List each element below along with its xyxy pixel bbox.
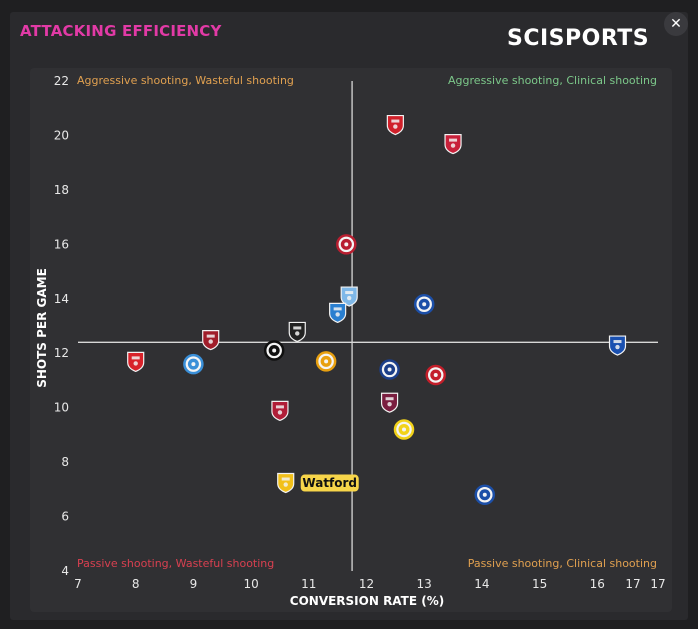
x-tick-label: 9: [190, 577, 198, 591]
x-tick-label: 16: [590, 577, 605, 591]
badge-stripe: [275, 405, 284, 409]
badge-stripe: [391, 119, 400, 123]
x-tick-label: 14: [474, 577, 489, 591]
badge-stripe: [449, 138, 458, 142]
badge-stripe: [293, 326, 302, 330]
team-badge: [413, 293, 435, 315]
quadrant-label-top-left: Aggressive shooting, Wasteful shooting: [77, 74, 294, 87]
team-badge: [393, 419, 415, 440]
badge-stripe: [131, 356, 140, 360]
highlight-label-bg: [300, 474, 359, 492]
team-badge: [183, 353, 204, 375]
badge-stripe: [281, 477, 290, 481]
highlight-label: Watford: [302, 476, 357, 490]
badge-dot: [433, 373, 438, 377]
badge-dot: [344, 242, 349, 247]
badge-emblem: [133, 361, 138, 366]
badge-emblem: [335, 312, 340, 317]
team-badge: [444, 134, 462, 155]
badge-dot: [482, 492, 487, 497]
chart-title: ATTACKING EFFICIENCY: [20, 22, 222, 40]
badge-emblem: [393, 124, 398, 129]
y-tick-label: 4: [61, 564, 69, 578]
badge-dot: [387, 367, 392, 372]
x-tick-label: 11: [301, 577, 316, 591]
team-badge: [608, 335, 627, 356]
team-badge-watford: Watford: [277, 472, 359, 494]
badge-emblem: [615, 344, 620, 350]
plot-area: [30, 68, 672, 612]
badge-stripe: [206, 334, 215, 338]
x-tick-label: 13: [417, 577, 432, 591]
team-badge: [288, 321, 306, 343]
team-badge: [263, 340, 285, 361]
x-tick-label: 17: [625, 577, 640, 591]
team-badge: [315, 351, 337, 372]
team-badge: [127, 351, 145, 373]
y-tick-label: 22: [54, 74, 69, 88]
y-tick-label: 12: [54, 346, 69, 360]
badge-dot: [272, 348, 277, 353]
badge-dot: [422, 302, 427, 307]
badge-stripe: [333, 307, 342, 311]
badge-dot: [324, 359, 329, 364]
badge-emblem: [387, 402, 392, 407]
badge-dot: [402, 427, 407, 432]
brand-logo: SCISPORTS: [507, 26, 650, 51]
x-tick-label: 17: [650, 577, 665, 591]
team-badge: [379, 359, 400, 380]
x-tick-label: 7: [74, 577, 82, 591]
x-axis-label: CONVERSION RATE (%): [290, 594, 444, 608]
badge-emblem: [346, 295, 352, 301]
x-tick-label: 15: [532, 577, 547, 591]
badge-emblem: [208, 339, 213, 344]
team-badge: [340, 286, 358, 307]
x-tick-label: 12: [359, 577, 374, 591]
badge-emblem: [283, 482, 288, 487]
team-badge: [271, 400, 289, 422]
y-tick-label: 16: [54, 237, 69, 251]
y-tick-label: 14: [54, 292, 69, 306]
badge-emblem: [277, 410, 283, 415]
x-tick-label: 8: [132, 577, 140, 591]
team-badge: [202, 330, 220, 351]
team-badge: [329, 302, 347, 324]
team-badge: [425, 364, 446, 386]
badge-emblem: [450, 143, 456, 148]
team-badge: [380, 392, 399, 413]
x-tick-label: 10: [243, 577, 258, 591]
y-tick-label: 6: [61, 510, 69, 524]
badge-stripe: [345, 291, 354, 295]
team-badge: [386, 114, 404, 136]
close-icon[interactable]: ✕: [664, 12, 688, 36]
quadrant-label-bottom-right: Passive shooting, Clinical shooting: [468, 557, 657, 570]
team-badge: [336, 234, 357, 255]
y-tick-label: 20: [54, 128, 69, 142]
quadrant-label-bottom-left: Passive shooting, Wasteful shooting: [77, 557, 274, 570]
y-tick-label: 8: [61, 455, 69, 469]
quadrant-label-top-right: Aggressive shooting, Clinical shooting: [448, 74, 657, 87]
badge-stripe: [385, 397, 394, 401]
badge-dot: [191, 362, 196, 367]
team-badge: [474, 484, 496, 506]
y-tick-label: 18: [54, 183, 69, 197]
y-tick-label: 10: [54, 401, 69, 415]
badge-stripe: [613, 340, 622, 344]
y-axis-label: SHOTS PER GAME: [35, 268, 49, 388]
badge-emblem: [295, 331, 300, 336]
